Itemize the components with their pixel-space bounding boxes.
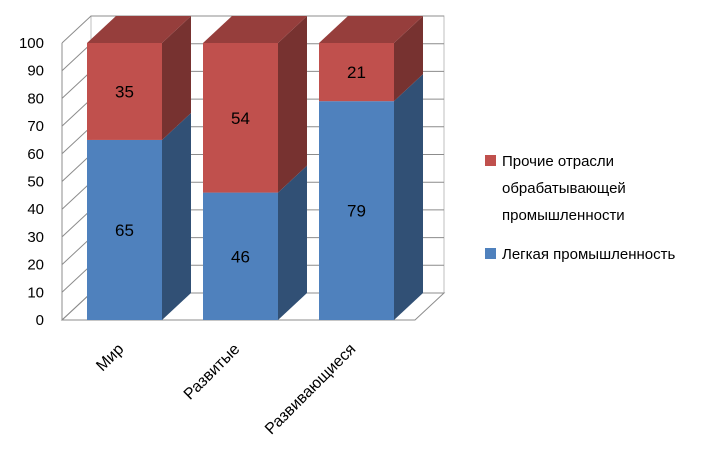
legend-item: Прочие отрасли обрабатывающей промышленнос… <box>485 153 626 224</box>
bar-side <box>162 16 191 140</box>
legend-swatch <box>485 155 496 166</box>
x-tick-label: Развитые <box>181 341 244 404</box>
x-axis: Мир Развитые Развивающиеся <box>93 341 359 438</box>
bar-side <box>162 112 191 320</box>
bars <box>87 16 423 320</box>
bar-top <box>203 16 307 43</box>
bar-segment <box>203 16 307 193</box>
bar-side <box>394 16 423 102</box>
data-label: 79 <box>347 202 366 221</box>
y-tick-label: 0 <box>36 312 44 329</box>
bar-segment <box>87 112 191 320</box>
bar-front <box>319 43 394 102</box>
bar-top <box>319 16 423 43</box>
bar-side <box>394 74 423 320</box>
x-tick-label: Мир <box>93 341 127 375</box>
data-labels: 65 35 46 54 79 21 <box>115 63 366 266</box>
data-label: 65 <box>115 221 134 240</box>
bar-front <box>87 139 162 320</box>
y-tick-label: 100 <box>19 35 44 52</box>
legend-swatch <box>485 248 496 259</box>
data-label: 21 <box>347 63 366 82</box>
y-tick-label: 90 <box>27 63 44 80</box>
y-tick-label: 10 <box>27 284 44 301</box>
bar-side <box>278 16 307 193</box>
legend: Прочие отрасли обрабатывающей промышленнос… <box>485 153 675 263</box>
legend-label: Легкая промышленность <box>502 246 675 263</box>
bar-segment <box>319 16 423 102</box>
legend-label: Прочие отрасли <box>502 153 614 170</box>
bar-front <box>203 43 278 193</box>
bar-segment <box>203 165 307 320</box>
y-tick-label: 50 <box>27 174 44 191</box>
bar-front <box>87 43 162 140</box>
x-tick-label: Развивающиеся <box>262 341 359 438</box>
y-tick-label: 60 <box>27 146 44 163</box>
y-axis: 0 10 20 30 40 50 60 70 80 90 100 <box>19 35 63 329</box>
legend-label: промышленности <box>502 207 625 224</box>
y-tick-label: 40 <box>27 201 44 218</box>
bar-top <box>87 16 191 43</box>
y-tick-label: 30 <box>27 229 44 246</box>
gridline <box>61 15 444 44</box>
bar-segment <box>319 74 423 320</box>
data-label: 46 <box>231 247 250 266</box>
y-tick-label: 70 <box>27 118 44 135</box>
bar-side <box>278 165 307 320</box>
legend-item: Легкая промышленность <box>485 246 675 263</box>
y-tick-label: 20 <box>27 257 44 274</box>
data-label: 35 <box>115 82 134 101</box>
bar-front <box>203 192 278 320</box>
bar-segment <box>87 16 191 140</box>
data-label: 54 <box>231 109 250 128</box>
bar-front <box>319 101 394 320</box>
legend-label: обрабатывающей <box>502 180 626 197</box>
y-tick-label: 80 <box>27 90 44 107</box>
